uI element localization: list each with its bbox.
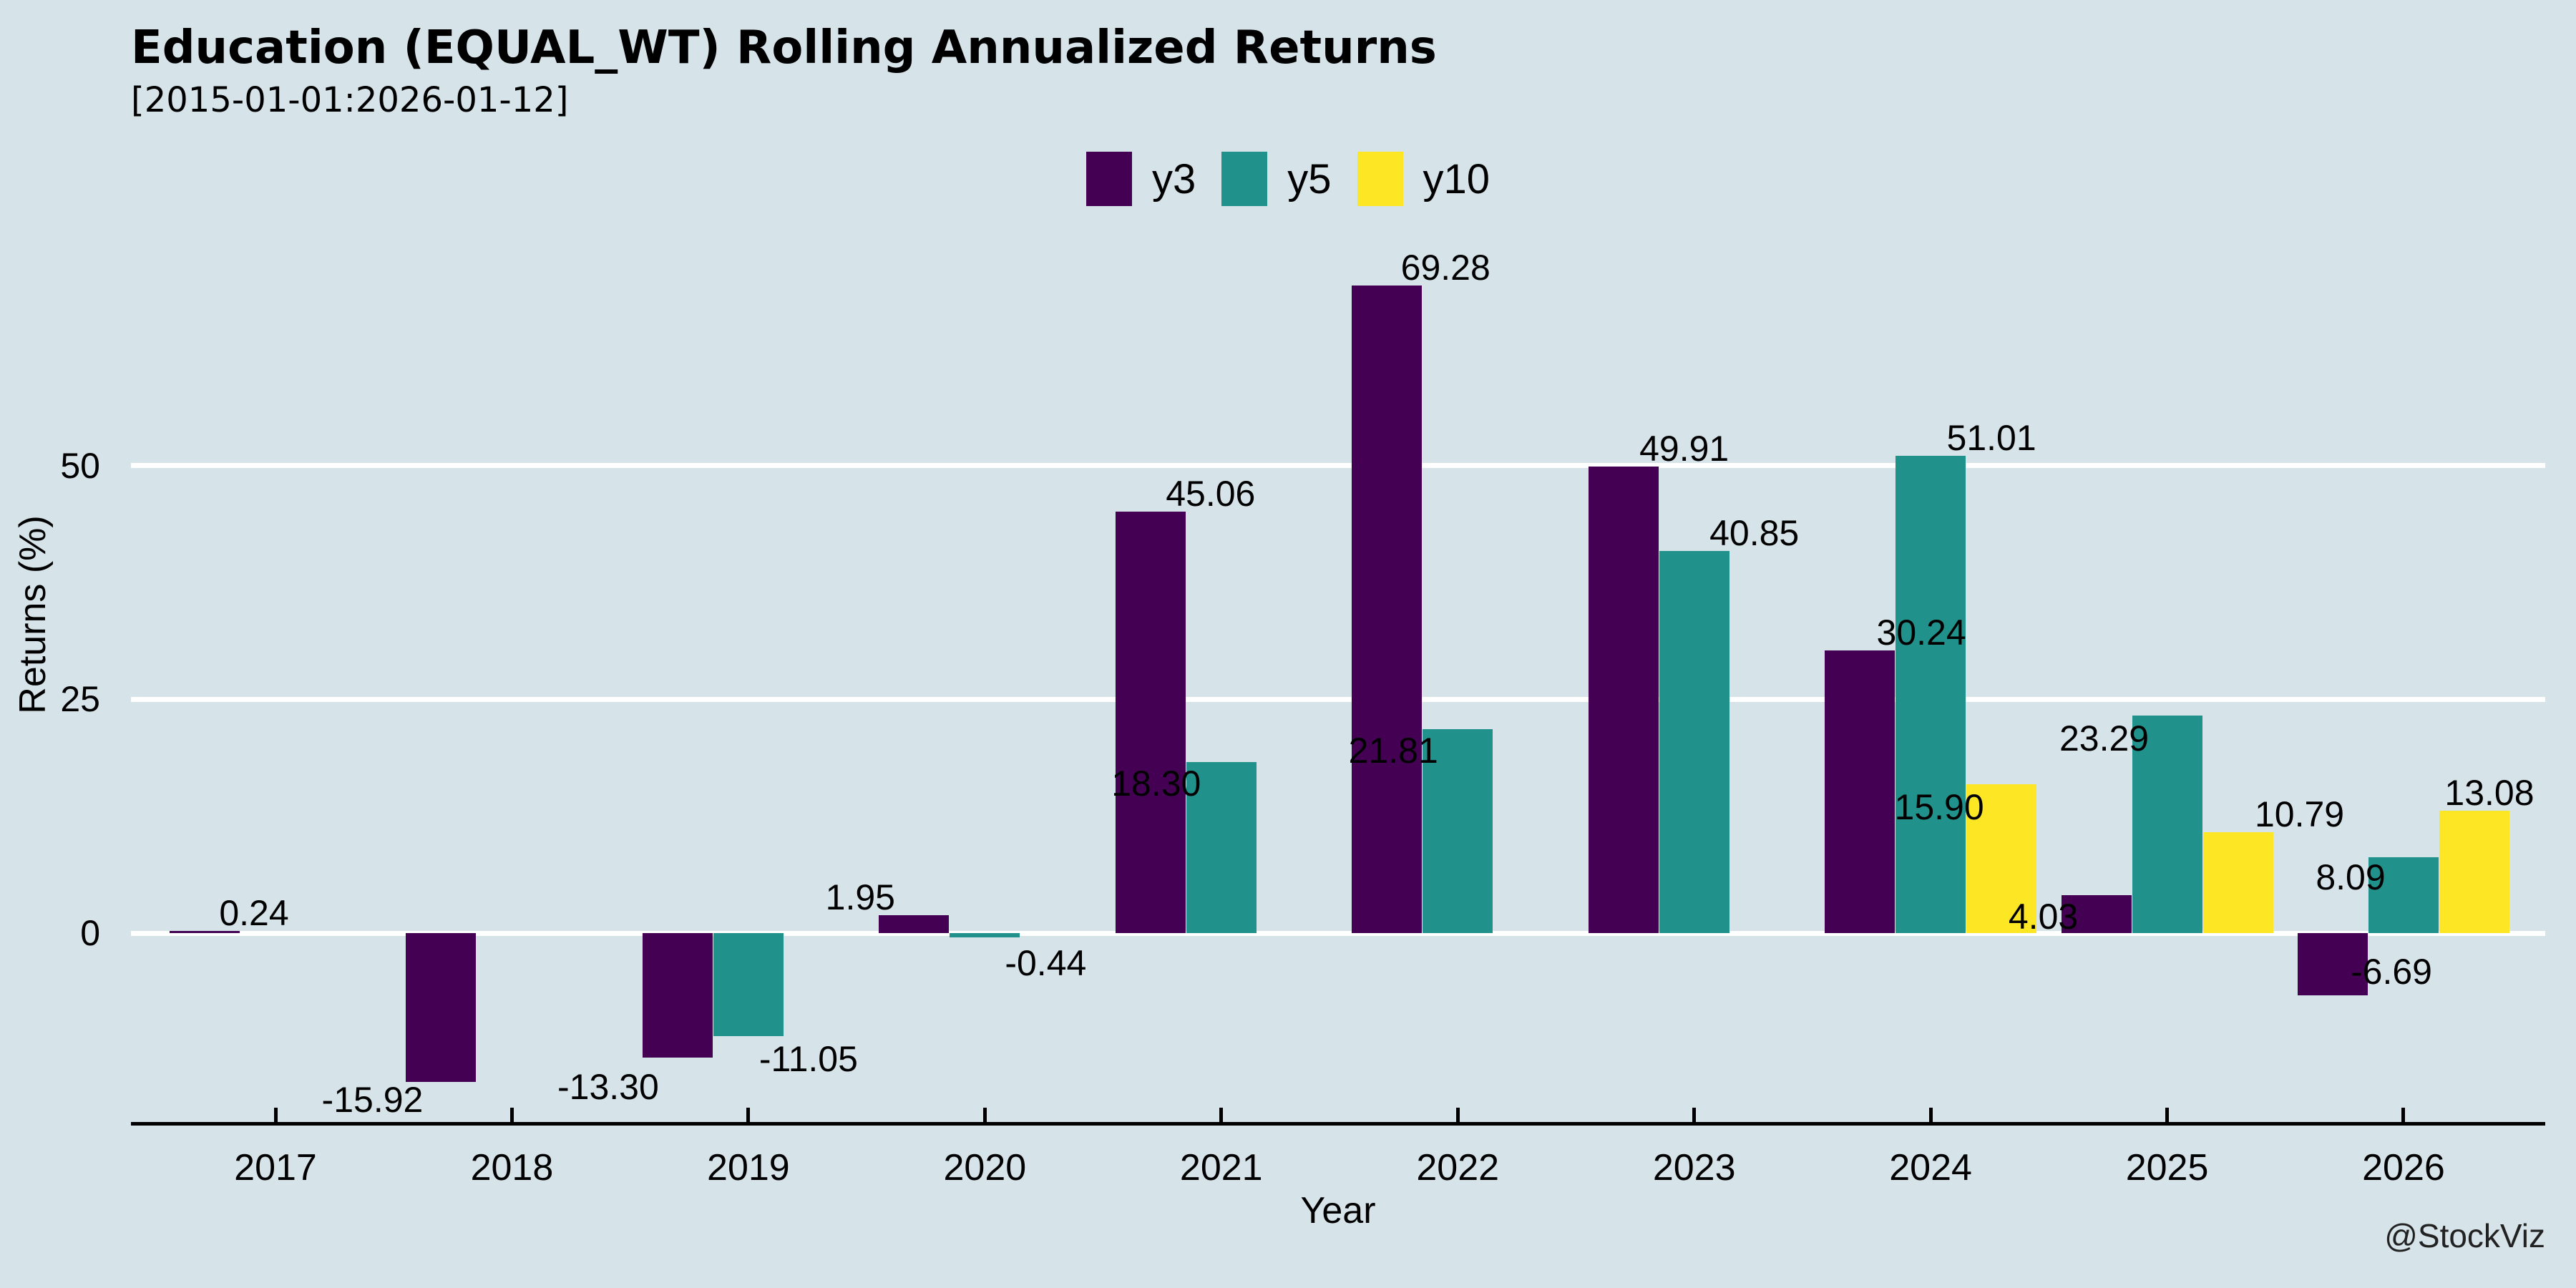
bar-y5-2020: [950, 933, 1020, 937]
x-axis-label: Year: [1300, 1190, 1376, 1231]
x-tick-mark: [1692, 1108, 1697, 1122]
gridline-y25: [131, 696, 2545, 702]
bar-y10-2025: [2202, 831, 2273, 933]
x-tick-mark: [509, 1108, 514, 1122]
x-tick-label-2025: 2025: [2125, 1147, 2209, 1189]
bar-value-label: 8.09: [2316, 857, 2386, 898]
bar-y5-2026: [2368, 857, 2439, 933]
x-tick-label-2021: 2021: [1179, 1147, 1263, 1189]
bar-y5-2025: [2132, 715, 2202, 933]
legend-item-y3: y3: [1085, 152, 1196, 206]
x-tick-mark: [2165, 1108, 2170, 1122]
y-tick-label: 50: [60, 445, 100, 486]
bar-y3-2022: [1352, 285, 1423, 933]
legend-swatch-y3: [1085, 152, 1132, 206]
bar-value-label: 4.03: [2008, 897, 2079, 937]
bar-y3-2024: [1825, 650, 1896, 933]
legend-label-y5: y5: [1287, 155, 1332, 203]
bar-y3-2018: [406, 933, 477, 1083]
legend-label-y3: y3: [1151, 155, 1196, 203]
bar-value-label: -15.92: [321, 1080, 424, 1121]
x-tick-label-2023: 2023: [1652, 1147, 1736, 1189]
bar-y3-2023: [1588, 466, 1659, 933]
x-tick-mark: [2401, 1108, 2406, 1122]
y-tick-label: 25: [60, 679, 100, 720]
chart-title: Education (EQUAL_WT) Rolling Annualized …: [131, 21, 1437, 74]
bar-y5-2024: [1896, 456, 1966, 933]
bar-value-label: 15.90: [1894, 787, 1984, 828]
bar-value-label: -13.30: [557, 1066, 659, 1107]
bar-value-label: 1.95: [825, 877, 895, 917]
bar-y5-2019: [713, 933, 784, 1037]
bar-y10-2026: [2439, 811, 2509, 933]
bar-y3-2021: [1115, 512, 1186, 933]
bar-value-label: 23.29: [2059, 718, 2150, 758]
legend: y3 y5 y10: [0, 152, 2576, 206]
x-axis-spine: [131, 1122, 2545, 1126]
x-tick-label-2019: 2019: [707, 1147, 790, 1189]
bar-value-label: 30.24: [1876, 612, 1966, 653]
x-tick-label-2018: 2018: [470, 1147, 554, 1189]
x-tick-label-2020: 2020: [943, 1147, 1027, 1189]
bar-value-label: 0.24: [219, 892, 289, 933]
bar-value-label: 40.85: [1709, 513, 1800, 554]
y-tick-label: 0: [80, 913, 100, 953]
bar-y5-2021: [1186, 761, 1257, 933]
watermark-stockviz: @StockViz: [2384, 1217, 2545, 1254]
bar-y10-2024: [1966, 784, 2037, 933]
x-tick-label-2024: 2024: [1889, 1147, 1972, 1189]
bar-y5-2023: [1659, 551, 1729, 933]
bar-value-label: -0.44: [1005, 942, 1087, 983]
x-tick-mark: [746, 1108, 751, 1122]
gridline-y0: [131, 930, 2545, 936]
legend-swatch-y10: [1357, 152, 1403, 206]
chart-subtitle-date-range: [2015-01-01:2026-01-12]: [131, 80, 569, 120]
bar-value-label: 13.08: [2444, 773, 2534, 814]
bar-value-label: 21.81: [1348, 730, 1438, 771]
x-tick-mark: [1928, 1108, 1933, 1122]
bar-y3-2019: [642, 933, 713, 1058]
bar-y3-2020: [879, 914, 950, 933]
bar-y5-2022: [1423, 728, 1493, 933]
x-tick-mark: [1219, 1108, 1224, 1122]
bar-y3-2026: [2297, 933, 2368, 996]
bar-value-label: -6.69: [2351, 952, 2432, 992]
bar-value-label: 49.91: [1639, 428, 1729, 469]
x-tick-label-2022: 2022: [1416, 1147, 1500, 1189]
x-tick-label-2017: 2017: [234, 1147, 317, 1189]
bar-value-label: -11.05: [758, 1039, 858, 1080]
x-tick-mark: [1455, 1108, 1460, 1122]
x-tick-mark: [273, 1108, 278, 1122]
bar-value-label: 18.30: [1111, 763, 1201, 804]
bar-y3-2025: [2061, 895, 2132, 933]
bar-value-label: 10.79: [2254, 794, 2345, 834]
bar-value-label: 51.01: [1946, 418, 2036, 459]
x-tick-mark: [982, 1108, 987, 1122]
bar-y3-2017: [170, 930, 240, 933]
x-tick-label-2026: 2026: [2362, 1147, 2445, 1189]
gridline-y50: [131, 463, 2545, 468]
legend-swatch-y5: [1221, 152, 1268, 206]
legend-label-y10: y10: [1423, 155, 1491, 203]
legend-item-y10: y10: [1357, 152, 1491, 206]
bar-value-label: 69.28: [1400, 247, 1491, 288]
bar-value-label: 45.06: [1166, 474, 1256, 514]
legend-item-y5: y5: [1221, 152, 1332, 206]
